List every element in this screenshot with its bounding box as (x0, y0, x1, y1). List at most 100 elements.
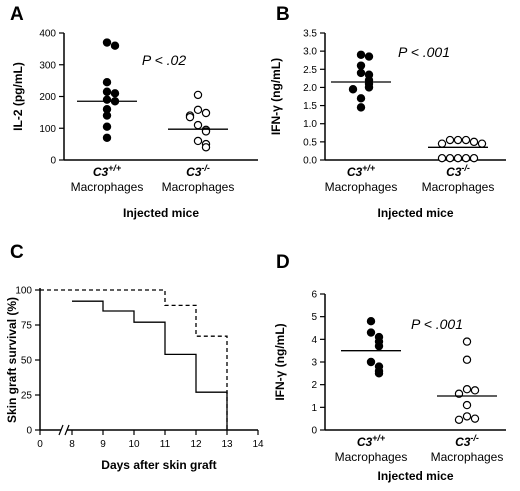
data-point (453, 135, 463, 145)
group-label-genotype: C3+/+ (357, 433, 386, 449)
x-tick-label: 8 (69, 439, 75, 450)
genotype-gene: C3 (347, 165, 363, 179)
genotype-superscript: -/- (461, 163, 470, 173)
data-point (445, 153, 455, 163)
x-axis-label: Injected mice (377, 206, 453, 220)
genotype-superscript: +/+ (108, 163, 122, 173)
data-point (356, 61, 366, 70)
x-axis-label: Injected mice (377, 469, 453, 483)
genotype-gene: C3 (446, 165, 462, 179)
y-tick-label: 3 (311, 358, 317, 369)
y-tick-label: 75 (21, 321, 33, 332)
group-label-cell: Macrophages (431, 450, 504, 464)
data-point (102, 38, 112, 47)
data-point (477, 139, 487, 148)
data-point (193, 120, 203, 130)
panel-label: B (276, 4, 290, 25)
data-point (462, 412, 472, 421)
data-point (461, 135, 471, 145)
data-point (462, 337, 472, 346)
data-point (102, 95, 112, 104)
y-axis-label: Skin graft survival (%) (5, 297, 19, 423)
panel-label: A (10, 4, 24, 25)
group-label-genotype: C3+/+ (347, 163, 376, 179)
data-point (110, 89, 120, 98)
data-point (366, 357, 376, 367)
data-point (348, 85, 358, 94)
x-tick-label: 11 (160, 439, 171, 450)
data-point (454, 415, 464, 424)
y-tick-label: 0 (311, 426, 317, 437)
data-point (453, 153, 463, 163)
data-point (102, 87, 112, 96)
data-point (366, 317, 376, 326)
group-label-cell: Macrophages (162, 180, 235, 194)
y-tick-label: 0 (26, 426, 32, 437)
data-point (374, 341, 384, 351)
panel-label: D (276, 252, 290, 273)
group-label-cell: Macrophages (422, 180, 495, 194)
data-point (374, 369, 384, 378)
p-value-annotation: P < .001 (411, 316, 463, 332)
data-point (193, 136, 203, 146)
data-point (356, 103, 366, 112)
axis-break-mark (58, 424, 64, 436)
y-tick-label: 200 (39, 92, 56, 103)
x-axis-label: Injected mice (123, 206, 199, 220)
group-label-cell: Macrophages (325, 180, 398, 194)
data-point (470, 414, 480, 423)
data-point (102, 111, 112, 120)
y-tick-label: 6 (311, 290, 317, 301)
survival-curve-solid (72, 300, 228, 430)
y-tick-label: 2 (311, 380, 317, 391)
group-label-genotype: C3+/+ (93, 163, 122, 179)
y-tick-label: 1.0 (303, 119, 317, 130)
y-tick-label: 0.0 (303, 156, 317, 167)
x-tick-label: 14 (252, 439, 264, 450)
data-point (102, 78, 112, 87)
data-point (462, 400, 472, 410)
data-point (469, 153, 479, 163)
y-tick-label: 5 (311, 312, 317, 323)
panel-C: C 0 25 50 75 100 0 8 9 10 11 12 13 14 Skin graft survi… (5, 242, 264, 472)
data-point (437, 153, 447, 163)
data-point (102, 122, 112, 131)
data-point (366, 328, 376, 337)
y-axis-label: IFN-γ (ng/mL) (269, 58, 283, 135)
y-tick-label: 25 (21, 391, 33, 402)
group-label-genotype: C3-/- (186, 163, 210, 179)
y-axis-label: IFN-γ (ng/mL) (273, 323, 287, 400)
data-point (185, 112, 195, 122)
p-value-annotation: P < .02 (142, 52, 186, 68)
data-point (356, 68, 366, 78)
genotype-gene: C3 (455, 435, 471, 449)
data-point (110, 41, 120, 50)
group-label-cell: Macrophages (71, 180, 144, 194)
panel-label: C (10, 242, 24, 263)
y-tick-label: 50 (21, 356, 33, 367)
y-tick-label: 4 (311, 335, 317, 346)
p-value-annotation: P < .001 (398, 44, 450, 60)
data-point (193, 105, 203, 115)
data-point (364, 52, 374, 61)
genotype-gene: C3 (357, 435, 373, 449)
genotype-superscript: +/+ (362, 163, 376, 173)
genotype-superscript: -/- (470, 433, 479, 443)
y-tick-label: 0.5 (303, 137, 317, 148)
data-point (462, 355, 472, 364)
y-tick-label: 3.0 (303, 47, 317, 58)
data-point (462, 385, 472, 394)
survival-curve-dashed (40, 289, 228, 430)
x-tick-label: 12 (190, 439, 202, 450)
data-point (201, 108, 211, 118)
x-tick-label: 10 (128, 439, 140, 450)
data-point (356, 94, 366, 103)
axis-break-mark (64, 424, 70, 436)
data-point (445, 135, 455, 145)
data-point (364, 83, 374, 92)
genotype-gene: C3 (93, 165, 109, 179)
data-point (201, 143, 211, 152)
